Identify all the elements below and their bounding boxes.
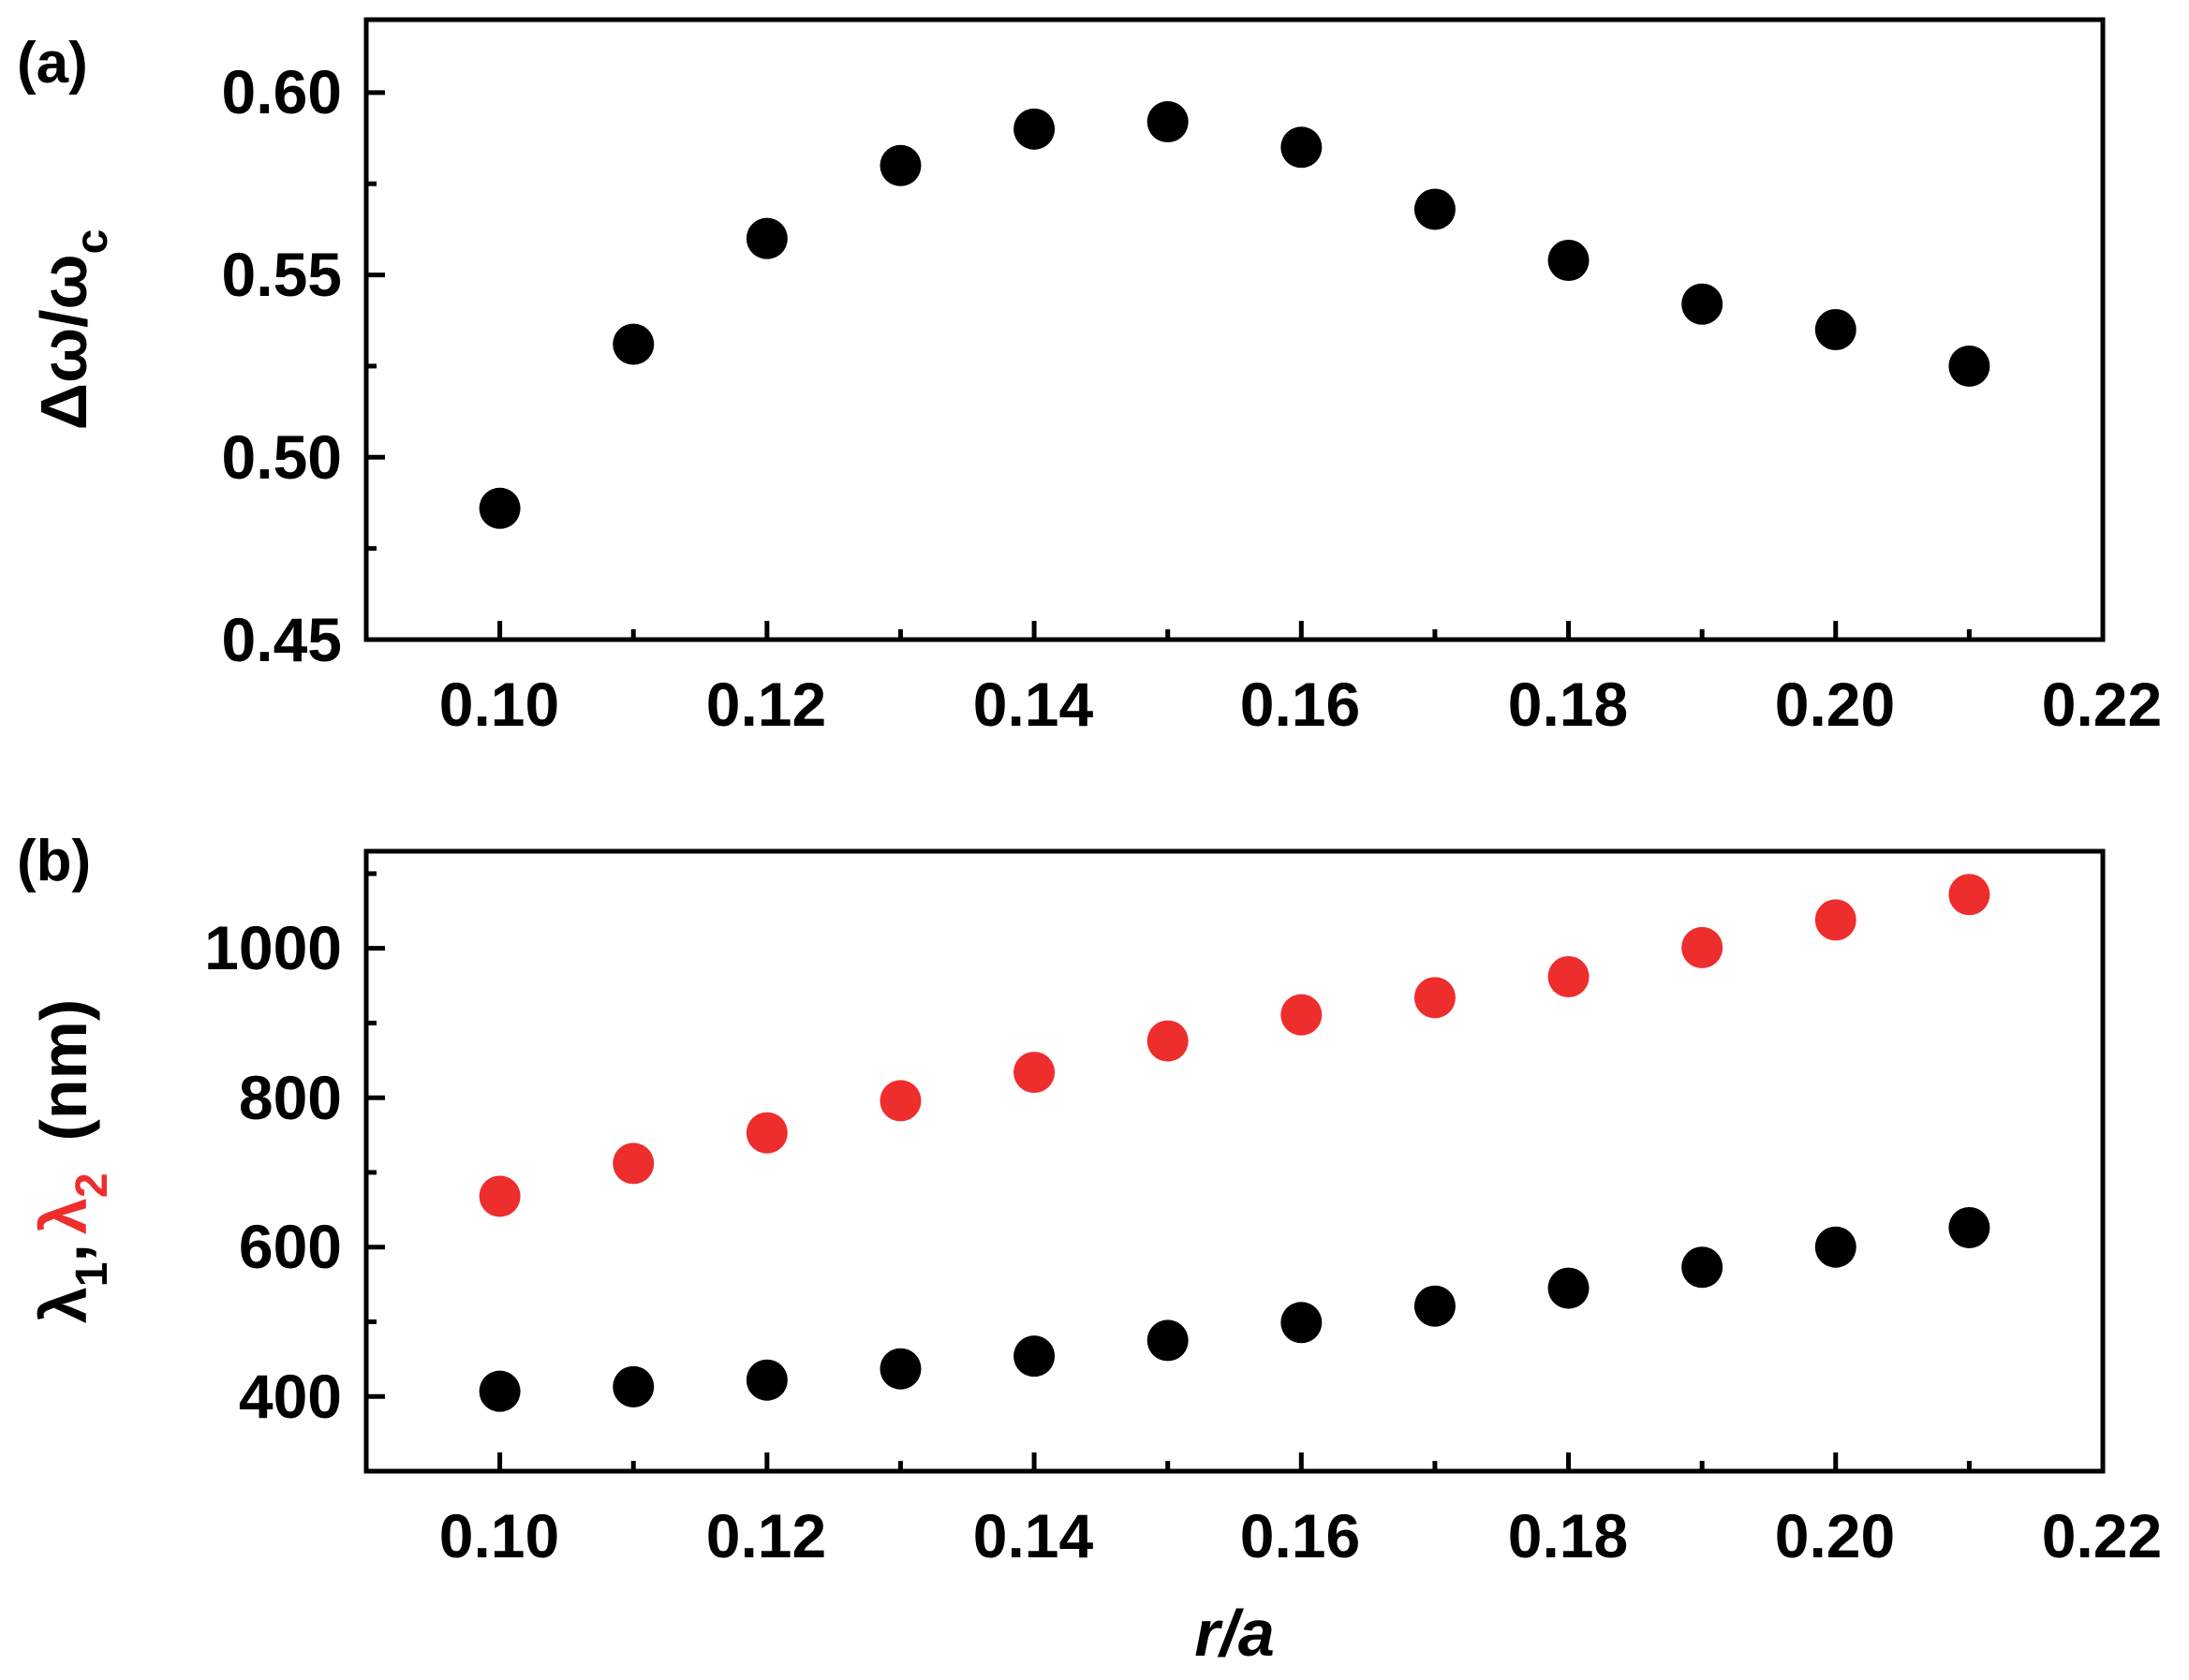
panel-a-y-tick-label: 0.55 xyxy=(222,240,342,309)
panel-b-data-point xyxy=(1280,994,1323,1036)
panel-b-y-axis-label-lambda2: λ xyxy=(27,1198,100,1234)
panel-a-y-axis-label-sub: c xyxy=(67,229,117,255)
panel-b-data-point xyxy=(479,1370,521,1412)
panel-b-y-tick-label: 1000 xyxy=(204,913,342,982)
panel-b-x-tick-label: 0.20 xyxy=(1775,1501,1895,1570)
panel-b-y-ticks: 400 600 800 1000 xyxy=(204,913,342,1431)
panel-b-data-point xyxy=(746,1359,788,1401)
panel-a-plot-frame xyxy=(363,17,2106,642)
panel-a: (a) 0.10 0.12 0.14 0.16 0.18 0.20 0.22 0… xyxy=(17,17,2162,739)
panel-a-y-tick-label: 0.50 xyxy=(222,422,342,492)
panel-b-data-point xyxy=(746,1112,788,1154)
panel-b-data-point xyxy=(1814,1226,1856,1268)
panel-b: (b) 0.10 0.12 0.14 0.16 0.18 0.20 0.22 4… xyxy=(17,829,2162,1670)
panel-b-y-axis-label-sub1: 1 xyxy=(67,1262,117,1288)
panel-a-series-1 xyxy=(479,101,1990,529)
panel-a-data-point xyxy=(479,487,521,529)
panel-a-y-ticks: 0.45 0.50 0.55 0.60 xyxy=(222,57,342,674)
panel-a-data-point xyxy=(1013,108,1056,150)
panel-b-y-tick-label: 400 xyxy=(239,1362,342,1431)
panel-b-y-axis-label-unit: (nm) xyxy=(27,999,100,1142)
panel-b-data-point xyxy=(1547,955,1590,997)
panel-b-series-2 xyxy=(479,874,1990,1217)
panel-b-data-point xyxy=(1948,874,1990,916)
panel-b-data-point xyxy=(880,1080,922,1122)
panel-a-x-ticks: 0.10 0.12 0.14 0.16 0.18 0.20 0.22 xyxy=(439,670,2162,739)
panel-b-data-point xyxy=(613,1142,655,1185)
panel-b-y-axis-label-comma: , xyxy=(27,1244,100,1261)
panel-a-x-tick-label: 0.22 xyxy=(2042,670,2162,739)
panel-b-y-axis-label-lambda1: λ xyxy=(27,1287,100,1323)
panel-b-data-point xyxy=(1681,1246,1723,1289)
panel-a-tick-marks xyxy=(363,90,2106,642)
panel-a-data-point xyxy=(1948,345,1990,387)
panel-b-data-point xyxy=(1280,1302,1323,1344)
panel-b-y-tick-label: 800 xyxy=(239,1063,342,1132)
panel-b-x-tick-label: 0.10 xyxy=(439,1501,559,1570)
panel-a-y-axis-label-main: Δω/ω xyxy=(27,254,100,430)
panel-b-data-point xyxy=(1547,1267,1590,1309)
panel-a-data-point xyxy=(1413,188,1456,230)
panel-b-plot-frame xyxy=(363,848,2106,1474)
panel-a-label: (a) xyxy=(17,31,88,96)
panel-b-x-tick-label: 0.16 xyxy=(1240,1501,1360,1570)
panel-b-series-1 xyxy=(479,1206,1990,1412)
panel-a-data-point xyxy=(613,323,655,365)
panel-a-data-point xyxy=(1146,101,1189,143)
panel-b-data-point xyxy=(479,1175,521,1217)
panel-b-data-point xyxy=(1814,899,1856,941)
panel-b-data-point xyxy=(1013,1335,1056,1378)
panel-b-y-tick-label: 600 xyxy=(239,1212,342,1281)
panel-b-x-tick-label: 0.22 xyxy=(2042,1501,2162,1570)
panel-b-data-point xyxy=(1146,1020,1189,1062)
panel-a-y-axis-label: Δω/ωc xyxy=(27,229,117,431)
panel-b-data-point xyxy=(1013,1052,1056,1094)
panel-a-x-tick-label: 0.18 xyxy=(1508,670,1628,739)
panel-b-y-axis-label: λ1,λ2(nm) xyxy=(27,999,117,1323)
panel-a-data-point xyxy=(880,144,922,186)
panel-b-x-tick-label: 0.12 xyxy=(706,1501,826,1570)
panel-b-y-axis-label-sub2: 2 xyxy=(67,1172,117,1198)
panel-a-x-tick-label: 0.10 xyxy=(439,670,559,739)
panel-a-x-tick-label: 0.12 xyxy=(706,670,826,739)
panel-b-x-tick-label: 0.14 xyxy=(973,1501,1094,1570)
panel-a-data-point xyxy=(1814,309,1856,350)
panel-b-data-point xyxy=(1146,1319,1189,1362)
panel-a-data-point xyxy=(1547,240,1590,282)
panel-b-x-axis-label: r/a xyxy=(1194,1597,1275,1670)
panel-a-data-point xyxy=(1280,126,1323,169)
panel-b-data-point xyxy=(1948,1206,1990,1248)
panel-a-y-tick-label: 0.60 xyxy=(222,57,342,126)
panel-b-data-point xyxy=(1681,926,1723,968)
panel-b-tick-marks xyxy=(363,871,2106,1471)
panel-b-data-point xyxy=(613,1365,655,1407)
panel-a-x-tick-label: 0.16 xyxy=(1240,670,1360,739)
panel-b-data-point xyxy=(1413,1285,1456,1327)
panel-a-x-tick-label: 0.20 xyxy=(1775,670,1895,739)
panel-a-data-point xyxy=(746,217,788,259)
panel-b-data-point xyxy=(1413,977,1456,1019)
panel-b-x-tick-label: 0.18 xyxy=(1508,1501,1628,1570)
panel-a-x-tick-label: 0.14 xyxy=(973,670,1094,739)
panel-a-data-point xyxy=(1681,283,1723,325)
panel-b-x-ticks: 0.10 0.12 0.14 0.16 0.18 0.20 0.22 xyxy=(439,1501,2162,1570)
panel-b-label: (b) xyxy=(17,829,91,893)
panel-a-y-tick-label: 0.45 xyxy=(222,605,342,674)
panel-b-data-point xyxy=(880,1348,922,1390)
